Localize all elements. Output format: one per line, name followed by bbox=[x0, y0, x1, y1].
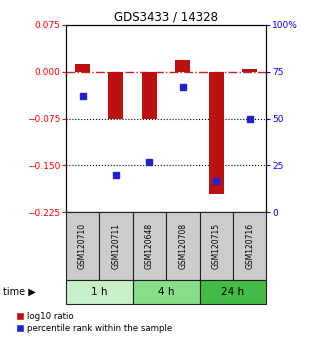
Text: GSM120711: GSM120711 bbox=[111, 223, 120, 269]
Bar bbox=[75, 64, 90, 72]
Text: GSM120708: GSM120708 bbox=[178, 223, 187, 269]
Bar bbox=[175, 61, 190, 72]
Bar bbox=[133, 212, 166, 280]
Text: 1 h: 1 h bbox=[91, 287, 108, 297]
Bar bbox=[66, 280, 133, 304]
Bar bbox=[209, 72, 224, 194]
Text: GSM120716: GSM120716 bbox=[245, 223, 254, 269]
Bar bbox=[166, 212, 200, 280]
Bar bbox=[242, 69, 257, 72]
Bar bbox=[108, 72, 124, 119]
Bar bbox=[66, 212, 99, 280]
Text: GSM120715: GSM120715 bbox=[212, 223, 221, 269]
Bar bbox=[142, 72, 157, 119]
Bar bbox=[200, 212, 233, 280]
Text: time ▶: time ▶ bbox=[3, 287, 36, 297]
Bar bbox=[200, 280, 266, 304]
Text: 24 h: 24 h bbox=[221, 287, 245, 297]
Bar bbox=[133, 280, 200, 304]
Bar bbox=[233, 212, 266, 280]
Legend: log10 ratio, percentile rank within the sample: log10 ratio, percentile rank within the … bbox=[17, 312, 172, 333]
Title: GDS3433 / 14328: GDS3433 / 14328 bbox=[114, 11, 218, 24]
Text: 4 h: 4 h bbox=[158, 287, 174, 297]
Text: GSM120710: GSM120710 bbox=[78, 223, 87, 269]
Bar bbox=[99, 212, 133, 280]
Text: GSM120648: GSM120648 bbox=[145, 223, 154, 269]
